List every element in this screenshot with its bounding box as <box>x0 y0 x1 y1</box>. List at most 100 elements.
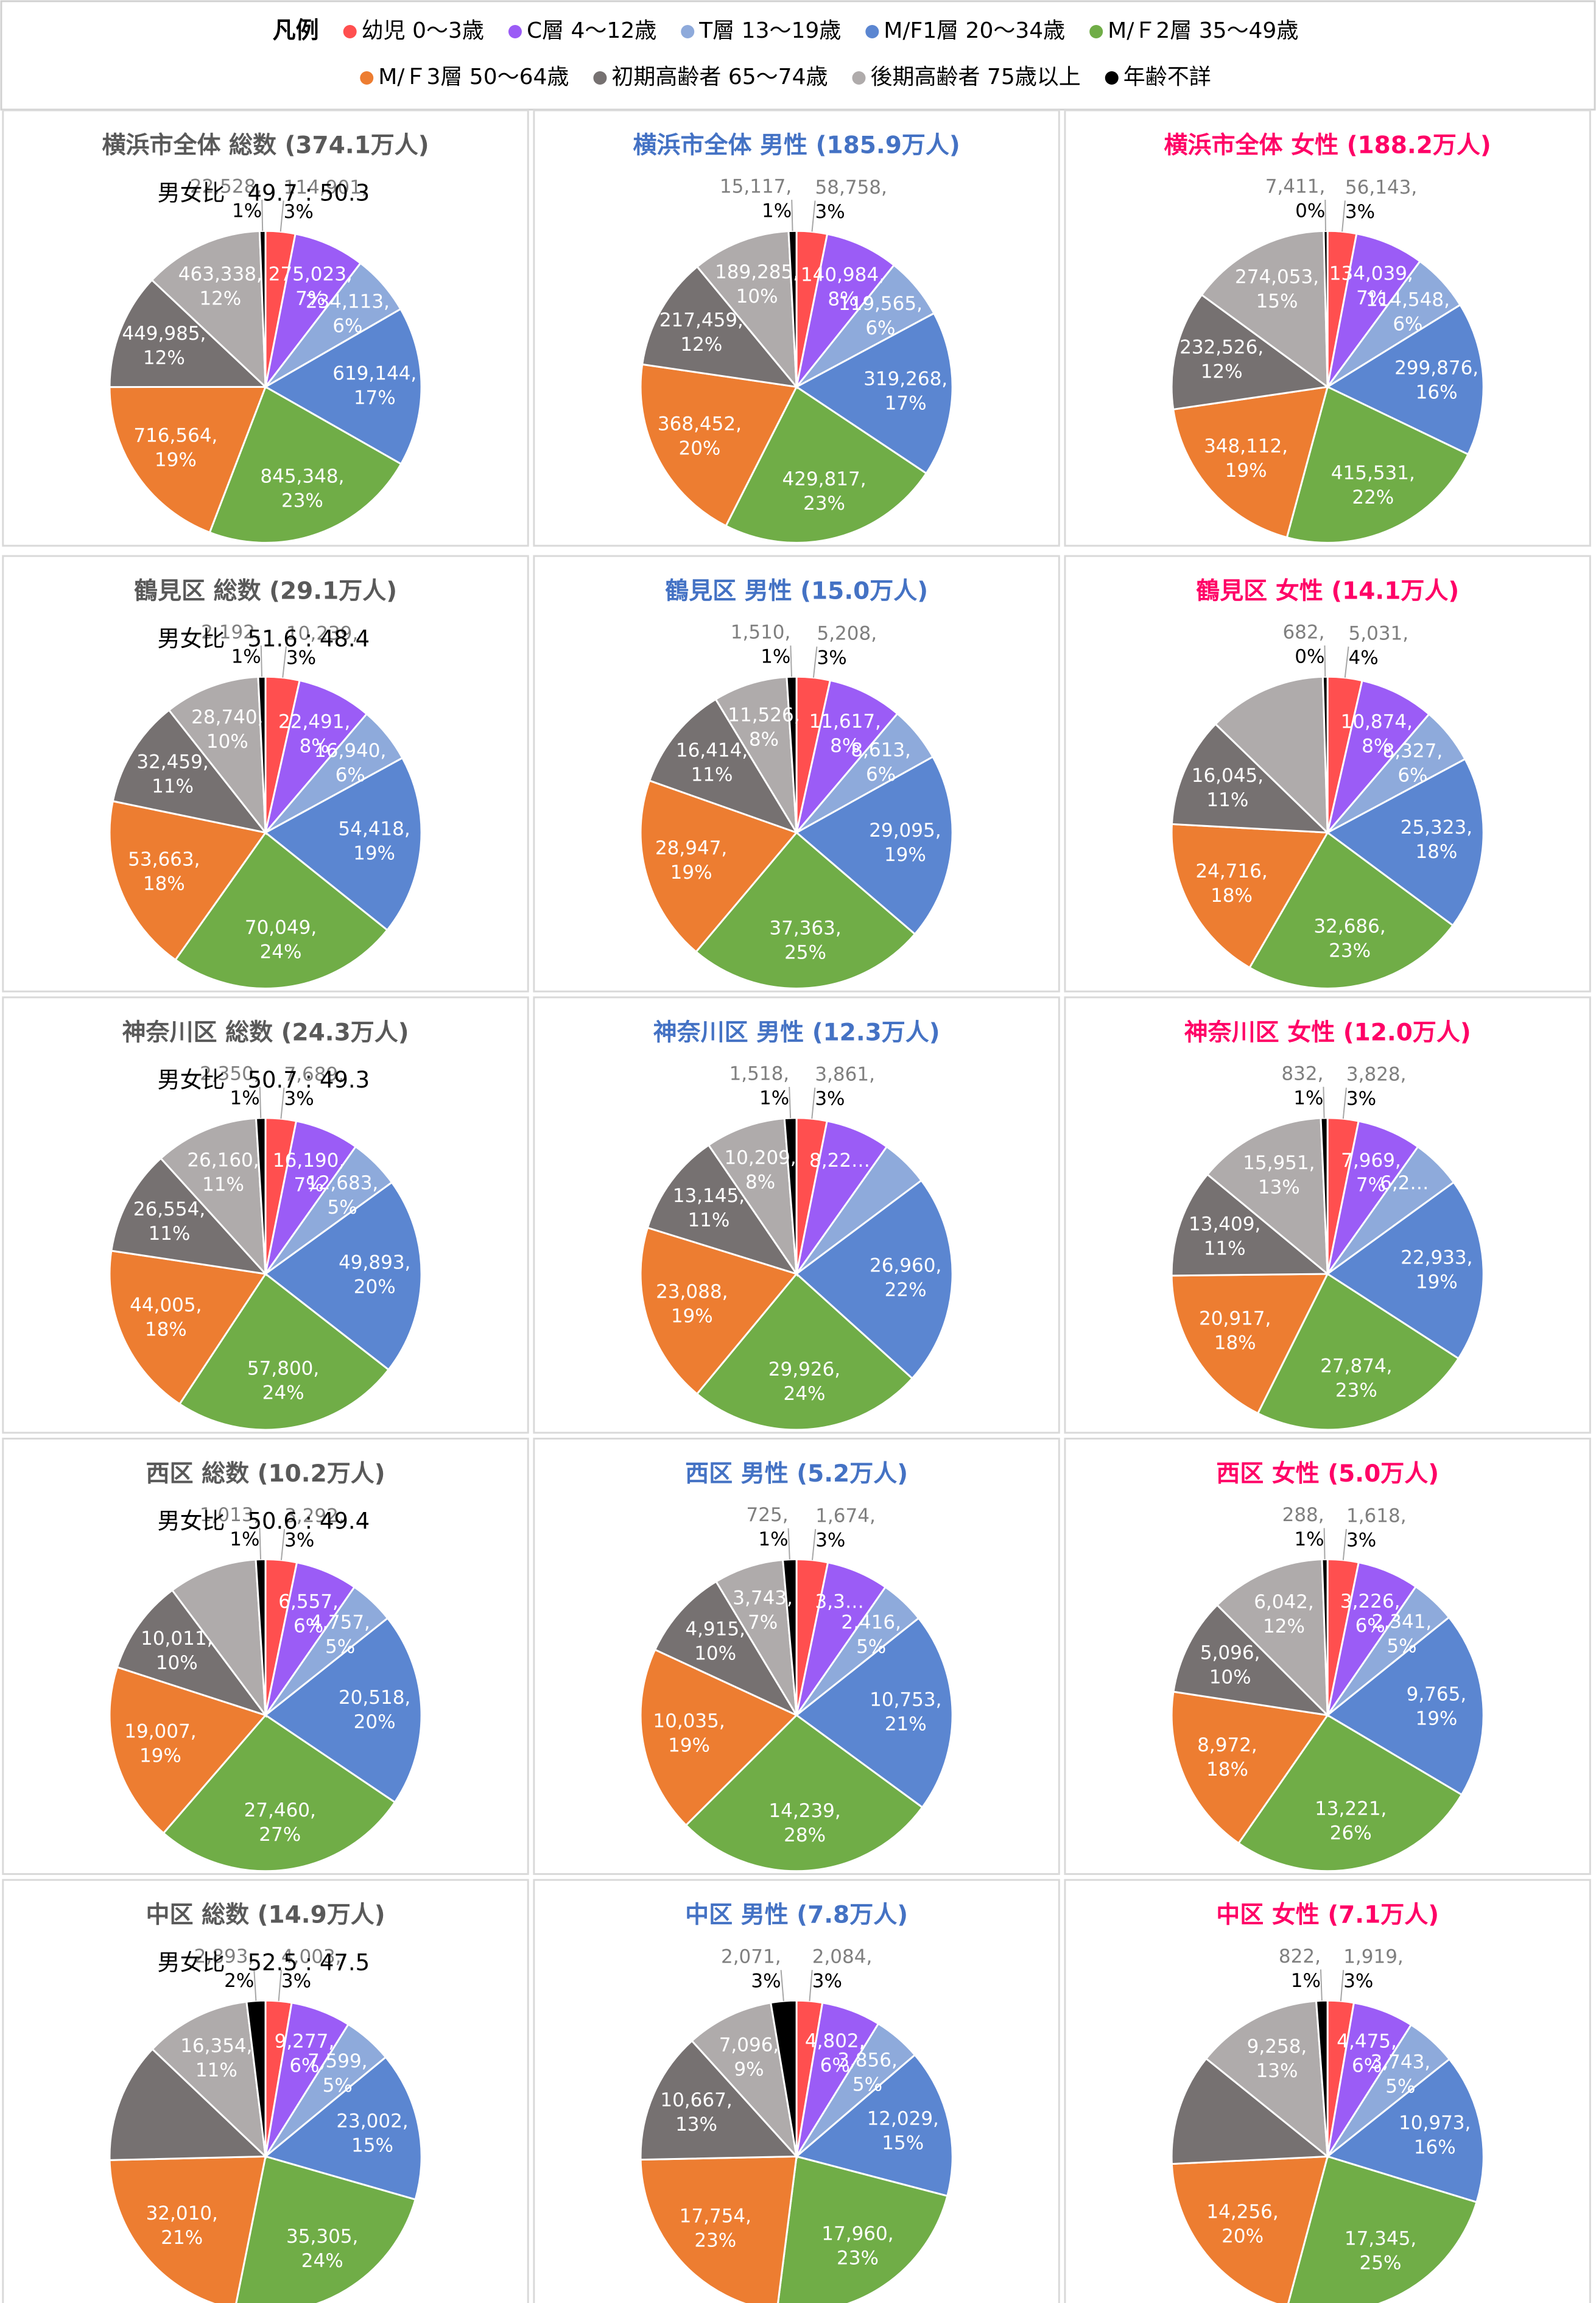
legend-marker <box>1105 71 1119 85</box>
data-label: 8,613, <box>851 739 911 761</box>
data-label: 3,743, <box>733 1587 793 1609</box>
data-label: 22,491, <box>278 711 350 733</box>
legend-marker <box>593 71 607 85</box>
leader-line <box>811 1088 816 1119</box>
pie-slice <box>1170 2155 1329 2303</box>
pie-chart: 鶴見区 女性 (14.1万人) 5,031, 4% 10,874, 8%8,327, 6%… <box>1064 555 1591 993</box>
ratio-annotation: 男女比 52.5 : 47.5 <box>157 1949 370 1975</box>
data-label: 114,548, <box>1366 289 1450 311</box>
percent-label: 26% <box>1330 1822 1372 1844</box>
data-label: 16,940, <box>314 740 386 762</box>
data-label: 3,861, <box>815 1064 875 1086</box>
percent-label: 21% <box>161 2227 203 2249</box>
data-label: 10,209, <box>724 1147 796 1169</box>
percent-label: 18% <box>1415 841 1457 863</box>
data-label: 28,740, <box>191 706 263 728</box>
data-label: 3,856, <box>837 2050 898 2072</box>
leader-line <box>1323 1528 1326 1559</box>
pie-slice <box>255 1558 267 1715</box>
pie-chart: 神奈川区 男性 (12.3万人) 3,861,3% 8,22… 26,960,22% 2… <box>533 996 1060 1434</box>
pie-slice <box>151 2000 267 2159</box>
percent-label: 1% <box>230 1528 259 1550</box>
data-label: 53,663, <box>128 849 200 871</box>
pie-slice <box>1170 823 1329 969</box>
percent-label: 0% <box>1295 646 1324 668</box>
pie-slice <box>691 2002 798 2160</box>
percent-label: 18% <box>1214 1332 1256 1354</box>
pie-slice <box>264 1617 423 1804</box>
percent-label: 1% <box>230 1087 260 1109</box>
data-label: 13,409, <box>1189 1214 1260 1236</box>
pie-slice <box>795 679 899 834</box>
percent-label: 11% <box>1204 1238 1246 1260</box>
percent-label: 25% <box>1360 2252 1402 2274</box>
data-label: 4,802, <box>805 2030 865 2052</box>
legend-marker <box>360 71 374 85</box>
data-label: 12,683, <box>306 1172 378 1194</box>
data-label: 20,917, <box>1199 1308 1271 1330</box>
pie-slice <box>646 1144 799 1276</box>
pie-chart: 鶴見区 男性 (15.0万人)5,208,3%11,617,8%8,613,6%… <box>533 555 1060 993</box>
percent-label: 1% <box>1291 1970 1321 1992</box>
percent-label: 23% <box>837 2247 879 2269</box>
leader-line <box>259 1528 262 1559</box>
data-label: 2,350, <box>200 1063 260 1085</box>
data-label: 1,013, <box>200 1504 260 1526</box>
percent-label: 3% <box>1343 1971 1373 1992</box>
data-label: 17,345, <box>1345 2228 1416 2250</box>
legend-label: M/F1層 20～34歳 <box>884 18 1065 43</box>
percent-label: 6% <box>1397 765 1427 787</box>
pie-slice <box>684 1714 924 1872</box>
percent-label: 3% <box>1346 1088 1376 1110</box>
data-label: 275,023, <box>269 263 353 285</box>
percent-label: 18% <box>1206 1759 1248 1781</box>
legend-label: 幼児 0～3歳 <box>362 18 484 43</box>
pie-slice <box>1326 232 1422 388</box>
leader-line <box>809 1970 813 2002</box>
data-label: 8,327, <box>1383 740 1443 762</box>
legend-marker <box>1089 25 1103 38</box>
pie-slice <box>1320 1117 1329 1275</box>
pie-slice <box>110 1157 268 1276</box>
pie-slice <box>725 385 928 544</box>
pie-slice <box>208 385 403 544</box>
leader-line <box>812 1528 817 1561</box>
pie-slice <box>1326 1181 1485 1360</box>
percent-label: 24% <box>301 2250 343 2272</box>
pie-slice <box>639 363 798 527</box>
pie-slice <box>108 1250 267 1405</box>
legend-title: 凡例 <box>273 17 319 44</box>
data-label: 13,221, <box>1315 1798 1387 1820</box>
pie-slice <box>162 1714 396 1872</box>
data-label: 23,002, <box>336 2110 408 2132</box>
chart-title: 神奈川区 女性 (12.0万人) <box>1184 1019 1471 1046</box>
percent-label: 19% <box>1416 1271 1458 1293</box>
data-label: 140,984, <box>801 264 885 286</box>
percent-label: 9% <box>734 2059 764 2081</box>
pie-slice <box>116 1589 269 1717</box>
pie-slice <box>777 2155 949 2303</box>
data-label: 17,754, <box>680 2206 751 2227</box>
percent-label: 0% <box>1295 200 1325 222</box>
chart-title: 横浜市全体 女性 (188.2万人) <box>1164 132 1491 160</box>
percent-label: 13% <box>675 2114 717 2136</box>
data-label: 4,915, <box>685 1618 745 1640</box>
data-label: 37,363, <box>769 917 841 939</box>
percent-label: 1% <box>762 200 792 222</box>
data-label: 22,528, <box>190 176 262 198</box>
pie-chart: 横浜市全体 女性 (188.2万人) 56,143,3% 134,039,7%114… <box>1064 109 1591 547</box>
percent-label: 12% <box>680 334 722 356</box>
leader-line <box>279 200 284 232</box>
percent-label: 8% <box>749 729 779 751</box>
percent-label: 19% <box>353 843 395 865</box>
percent-label: 12% <box>1263 1616 1305 1637</box>
percent-label: 11% <box>149 1223 191 1245</box>
percent-label: 7% <box>748 1612 778 1634</box>
data-label: 26,160, <box>187 1149 259 1171</box>
pie-slice <box>108 1665 267 1835</box>
data-label: 2,893, <box>194 1946 255 1967</box>
leader-line <box>1342 1088 1347 1119</box>
pie-slice <box>786 675 798 833</box>
leader-line <box>1341 200 1346 232</box>
